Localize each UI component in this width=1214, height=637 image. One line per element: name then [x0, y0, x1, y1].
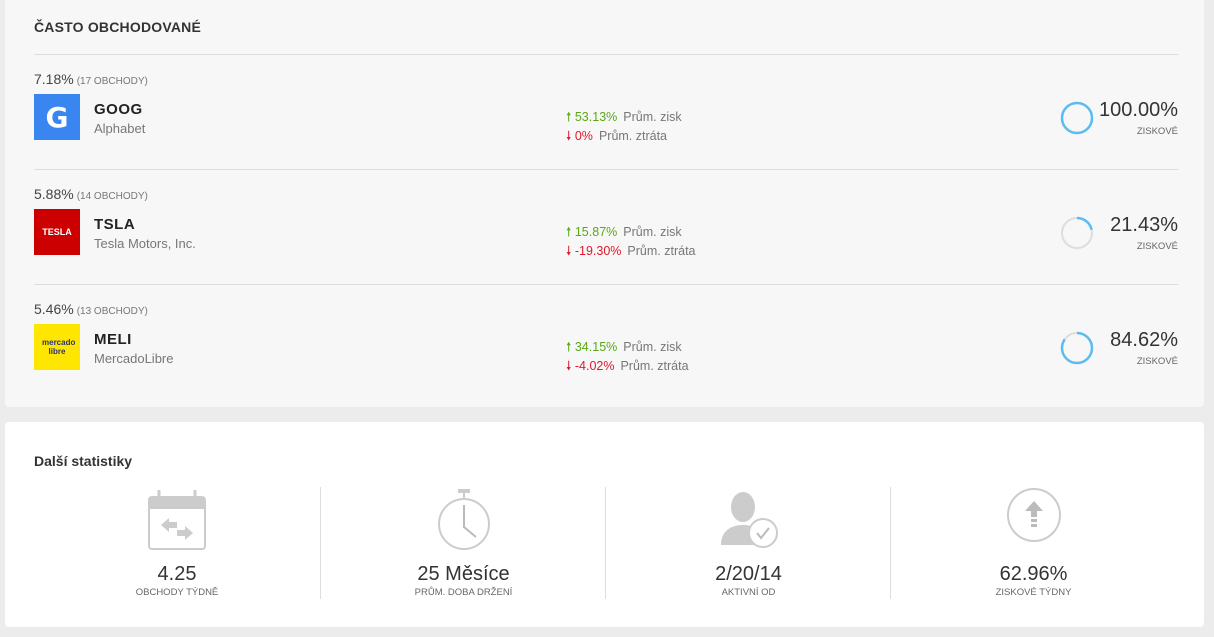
- divider: [34, 284, 1178, 285]
- profitable-percent: 21.43%: [1110, 214, 1178, 236]
- ring-fill: [1060, 101, 1094, 135]
- portfolio-percent: 7.18%: [34, 71, 74, 87]
- arrow-up-icon: 🠕: [566, 110, 572, 124]
- divider: [34, 169, 1178, 170]
- stat-avg-holding: 25 Měsíce PRŮM. DOBA DRŽENÍ: [320, 487, 606, 599]
- stat-value: 62.96%: [999, 563, 1068, 585]
- frequently-traded-card: ČASTO OBCHODOVANÉ 7.18% (17 OBCHODY) G GO…: [5, 0, 1204, 407]
- avg-gain: 🠕 34.15% Prům. zisk: [566, 340, 682, 354]
- company-name: MercadoLibre: [94, 351, 174, 366]
- company-name: Alphabet: [94, 121, 146, 136]
- divider: [34, 54, 1178, 55]
- ring-fill: [1060, 331, 1094, 365]
- more-stats-card: Další statistiky 4.25 OBCHODY TÝDNĚ 25 M…: [5, 422, 1204, 627]
- stat-value: 2/20/14: [715, 563, 782, 585]
- avg-loss: 🠗 0% Prům. ztráta: [566, 129, 668, 143]
- profitable-ring: [1060, 331, 1094, 365]
- stat-profitable-weeks: 62.96% ZISKOVÉ TÝDNY: [890, 487, 1176, 599]
- stat-value: 25 Měsíce: [417, 563, 510, 585]
- company-name: Tesla Motors, Inc.: [94, 236, 196, 251]
- avg-loss: 🠗 -4.02% Prům. ztráta: [566, 359, 689, 373]
- profitable-ring: [1060, 101, 1094, 135]
- profitable-ring: [1060, 216, 1094, 250]
- arrow-down-icon: 🠗: [566, 359, 572, 373]
- stat-trades-per-week: 4.25 OBCHODY TÝDNĚ: [34, 487, 320, 599]
- traded-item-tsla[interactable]: 5.88% (14 OBCHODY) TESLA TSLA Tesla Motor…: [34, 186, 1178, 301]
- section-title: ČASTO OBCHODOVANÉ: [34, 19, 202, 35]
- arrow-up-icon: 🠕: [566, 340, 572, 354]
- stat-active-since: 2/20/14 AKTIVNÍ OD: [605, 487, 891, 599]
- user-check-icon: [720, 492, 778, 548]
- profitable-percent: 84.62%: [1110, 329, 1178, 351]
- stat-value: 4.25: [157, 563, 197, 585]
- profitable-label: ZISKOVÉ: [1136, 356, 1178, 367]
- section-title: Další statistiky: [34, 453, 133, 469]
- stopwatch-icon: [437, 489, 490, 550]
- symbol[interactable]: MELI: [94, 331, 132, 348]
- ring-fill: [1060, 216, 1094, 250]
- arrow-up-icon: 🠕: [566, 225, 572, 239]
- arrow-down-icon: 🠗: [566, 129, 572, 143]
- profitable-percent: 100.00%: [1099, 99, 1178, 121]
- portfolio-percent: 5.46%: [34, 301, 74, 317]
- avg-gain: 🠕 53.13% Prům. zisk: [566, 110, 682, 124]
- trade-count: (17 OBCHODY): [76, 76, 148, 87]
- traded-item-meli[interactable]: 5.46% (13 OBCHODY) mercado libre MELI Mer…: [34, 301, 1178, 416]
- meli-logo: mercado libre: [34, 324, 80, 370]
- portfolio-percent: 5.88%: [34, 186, 74, 202]
- traded-item-goog[interactable]: 7.18% (17 OBCHODY) G GOOG Alphabet 🠕 53.1…: [34, 71, 1178, 186]
- stat-label: PRŮM. DOBA DRŽENÍ: [414, 587, 513, 598]
- symbol[interactable]: TSLA: [94, 216, 136, 233]
- stat-label: AKTIVNÍ OD: [721, 587, 776, 598]
- trade-count: (13 OBCHODY): [76, 306, 148, 317]
- calendar-transfer-icon: [148, 490, 206, 550]
- avg-loss: 🠗 -19.30% Prům. ztráta: [566, 244, 696, 258]
- profitable-label: ZISKOVÉ: [1136, 126, 1178, 137]
- symbol[interactable]: GOOG: [94, 101, 143, 118]
- goog-logo: G: [34, 94, 80, 140]
- stat-label: ZISKOVÉ TÝDNY: [995, 587, 1072, 598]
- arrow-up-circle-icon: [1006, 488, 1061, 542]
- arrow-down-icon: 🠗: [566, 244, 572, 258]
- stat-label: OBCHODY TÝDNĚ: [135, 587, 219, 598]
- trade-count: (14 OBCHODY): [76, 191, 148, 202]
- avg-gain: 🠕 15.87% Prům. zisk: [566, 225, 682, 239]
- profitable-label: ZISKOVÉ: [1136, 241, 1178, 252]
- tsla-logo: TESLA: [34, 209, 80, 255]
